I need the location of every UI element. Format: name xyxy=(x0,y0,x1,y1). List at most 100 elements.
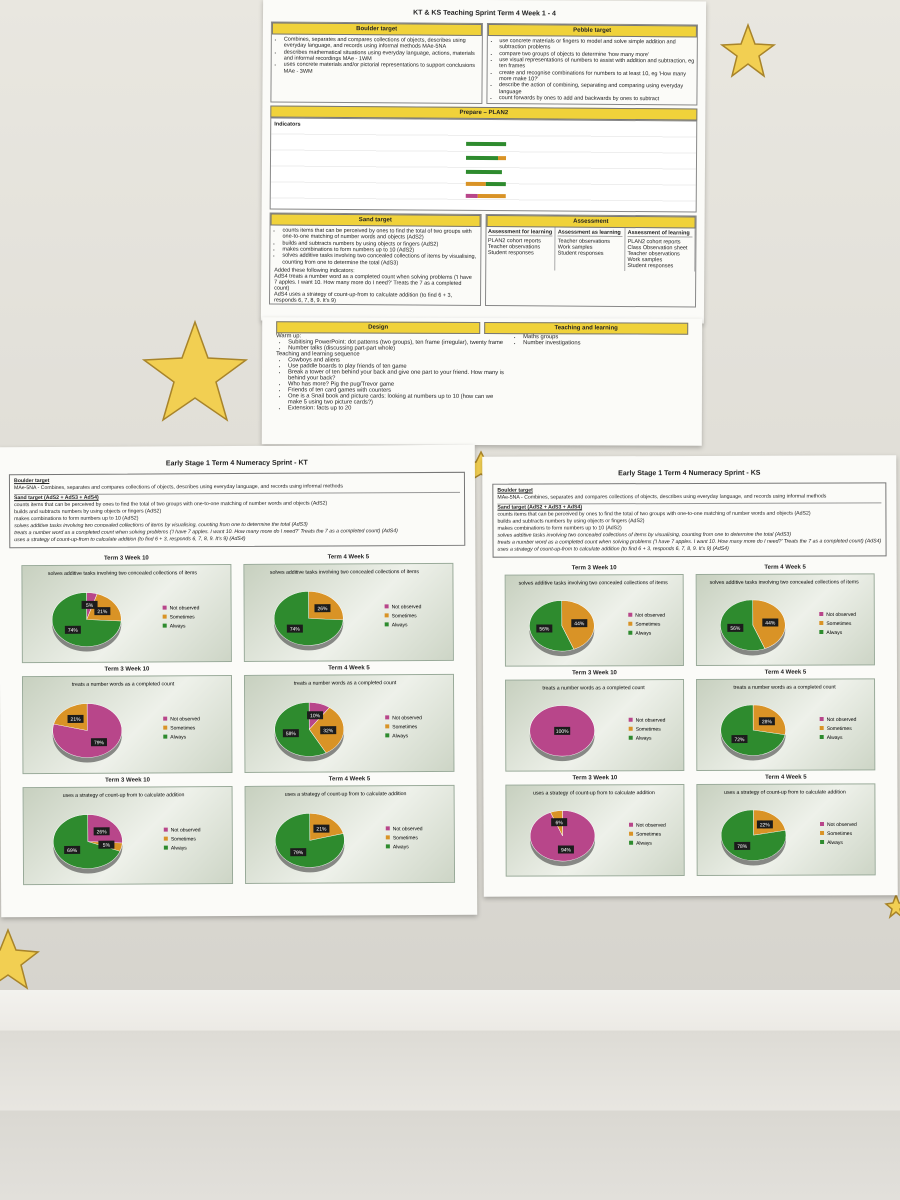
value-label: 32% xyxy=(323,728,334,734)
label-bg xyxy=(64,846,81,855)
legend-label: Sometimes xyxy=(392,613,418,619)
design-body: Warm up: Subitising PowerPoint: dot patt… xyxy=(276,333,688,412)
chart-period: Term 3 Week 10 xyxy=(105,777,150,784)
legend-swatch xyxy=(385,733,390,738)
column-heading: Assessment of learning xyxy=(627,230,693,238)
star xyxy=(719,22,777,78)
label-bg xyxy=(551,818,568,827)
label-bg xyxy=(734,842,751,851)
legend-label: Not observed xyxy=(635,613,665,619)
label-bg xyxy=(536,624,553,633)
chart-cell: Term 3 Week 10 solves additive tasks invo… xyxy=(21,553,232,664)
legend-swatch xyxy=(385,724,390,729)
pie-chart: treats a number words as a completed cou… xyxy=(274,680,422,762)
legend-label: Not observed xyxy=(170,717,200,723)
value-label: 21% xyxy=(97,609,108,615)
value-label: 94% xyxy=(561,848,572,854)
legend-swatch xyxy=(819,717,824,722)
boulder-text: MAe-5NA - Combines, separates and compar… xyxy=(13,483,344,492)
design-document: Design Teaching and learning Warm up: Su… xyxy=(261,317,703,446)
pie-chart: uses a strategy of count-up from to calc… xyxy=(529,790,666,867)
label-bg xyxy=(313,824,330,833)
pie xyxy=(720,809,787,861)
label-bg xyxy=(90,738,107,747)
chart-cell: Term 3 Week 10 treats a number words as a… xyxy=(21,664,233,775)
list-item: Break a tower of ten behind your back an… xyxy=(288,369,507,382)
legend-swatch xyxy=(628,717,633,722)
chart-title: solves additive tasks involving two conc… xyxy=(48,570,198,577)
legend-label: Always xyxy=(392,622,408,628)
chart-title: uses a strategy of count-up from to calc… xyxy=(285,791,407,798)
value-label: 28% xyxy=(762,719,773,725)
legend-label: Sometimes xyxy=(636,832,662,838)
chart-period: Term 3 Week 10 xyxy=(572,775,618,782)
label-bg xyxy=(98,840,115,849)
legend-swatch xyxy=(628,612,633,617)
legend-swatch xyxy=(628,735,633,740)
poster-ks: Early Stage 1 Term 4 Numeracy Sprint - K… xyxy=(482,455,898,897)
value-label: 22% xyxy=(760,823,771,829)
label-bg xyxy=(756,820,773,829)
chart-period: Term 4 Week 5 xyxy=(765,774,807,781)
legend-label: Always xyxy=(171,846,187,852)
label-bg xyxy=(571,619,588,628)
chart-cell: Term 4 Week 5 uses a strategy of count-up… xyxy=(244,774,456,885)
column-heading: Assessment for learning xyxy=(487,229,553,237)
list-item: use concrete materials or fingers to mod… xyxy=(499,38,697,52)
chart-cell: Term 4 Week 5 treats a number words as a … xyxy=(696,667,876,772)
extra-list: AdS4 treats a number word as a completed… xyxy=(270,274,480,305)
legend-swatch xyxy=(820,840,825,845)
legend-swatch xyxy=(820,822,825,827)
skirting xyxy=(0,990,900,1200)
value-label: 5% xyxy=(103,843,111,849)
chart-title: uses a strategy of count-up from to calc… xyxy=(724,790,846,796)
label-bg xyxy=(762,618,779,627)
legend-label: Sometimes xyxy=(393,835,419,841)
targets-box: Boulder target MAe-5NA - Combines, separa… xyxy=(492,482,887,558)
legend-swatch xyxy=(163,725,168,730)
pie xyxy=(53,814,123,869)
legend-label: Always xyxy=(392,733,408,739)
star xyxy=(0,927,40,990)
chart-period: Term 3 Week 10 xyxy=(104,666,150,673)
pie xyxy=(529,810,596,862)
legend-label: Sometimes xyxy=(636,727,662,733)
legend-label: Sometimes xyxy=(827,726,853,732)
boulder-col: Boulder targetCombines, separates and co… xyxy=(270,21,483,105)
sand-line: uses a strategy of count-up-from to calc… xyxy=(14,536,246,544)
pie-chart: solves additive tasks involving two conc… xyxy=(270,569,422,651)
value-label: 26% xyxy=(317,606,328,612)
list-item: AdS4 treats a number word as a completed… xyxy=(274,273,472,292)
sequence-list: Cowboys and aliensUse paddle boards to p… xyxy=(276,357,507,412)
star xyxy=(141,319,249,422)
legend-swatch xyxy=(820,831,825,836)
pie xyxy=(720,704,786,756)
chart-period: Term 3 Week 10 xyxy=(571,565,617,572)
chart-panel: treats a number words as a completed cou… xyxy=(243,674,455,774)
chart-cell: Term 4 Week 5 uses a strategy of count-up… xyxy=(696,772,876,877)
sprint-document: KT & KS Teaching Sprint Term 4 Week 1 - … xyxy=(260,0,707,324)
chart-period: Term 4 Week 5 xyxy=(327,554,370,561)
pie xyxy=(52,703,122,758)
list-item: AdS4 uses a strategy of count-up-from to… xyxy=(273,291,453,304)
legend-swatch xyxy=(162,605,167,610)
chart-title: uses a strategy of count-up from to calc… xyxy=(533,790,655,796)
poster-title: Early Stage 1 Term 4 Numeracy Sprint - K… xyxy=(165,459,308,468)
legend-swatch xyxy=(819,735,824,740)
value-label: 44% xyxy=(574,621,585,627)
section-heading: Teaching and learning xyxy=(484,322,689,335)
legend-label: Not observed xyxy=(827,717,857,723)
chart-cell: Term 3 Week 10 uses a strategy of count-u… xyxy=(22,775,234,886)
value-label: 79% xyxy=(293,850,304,856)
chart-period: Term 4 Week 5 xyxy=(328,776,371,783)
value-label: 74% xyxy=(290,627,301,633)
legend-label: Sometimes xyxy=(171,837,197,843)
progress-bars xyxy=(465,142,507,199)
value-label: 5% xyxy=(86,603,94,609)
label-bg xyxy=(314,604,331,613)
label-bg xyxy=(557,845,574,854)
legend-label: Always xyxy=(827,735,843,741)
label-bg xyxy=(286,624,303,633)
chart-panel: uses a strategy of count-up from to calc… xyxy=(22,786,234,886)
